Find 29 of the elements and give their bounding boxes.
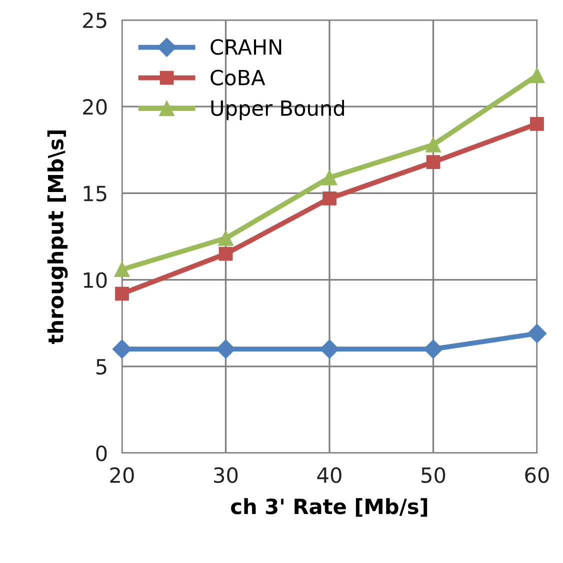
x-tick-label: 40 [317,467,342,484]
point [424,340,443,359]
point [529,68,545,84]
legend-label: CRAHN [210,39,282,55]
point [115,286,129,301]
point [322,191,336,206]
x-axis-title: ch 3' Rate [Mb/s] [231,498,428,517]
point [218,230,234,246]
point [527,324,547,344]
point [530,116,544,131]
legend-label: Upper Bound [211,100,344,120]
y-tick-label: 25 [83,12,106,28]
y-tick-label: 15 [84,186,106,202]
point [426,155,440,169]
point [216,340,236,359]
x-tick-label: 50 [422,467,446,484]
point [218,246,233,261]
y-tick-label: 5 [96,359,106,375]
x-tick-label: 30 [214,467,238,484]
legend-label: CoBA [210,70,266,86]
point [426,137,441,152]
point [114,262,130,278]
y-tick-label: 10 [84,272,107,288]
y-tick-label: 0 [96,445,107,462]
x-tick-label: 60 [525,467,549,484]
point [322,170,338,186]
y-tick-label: 20 [83,99,107,115]
y-axis-title: throughput [Mb\s] [47,130,68,344]
x-tick-label: 20 [110,467,134,484]
